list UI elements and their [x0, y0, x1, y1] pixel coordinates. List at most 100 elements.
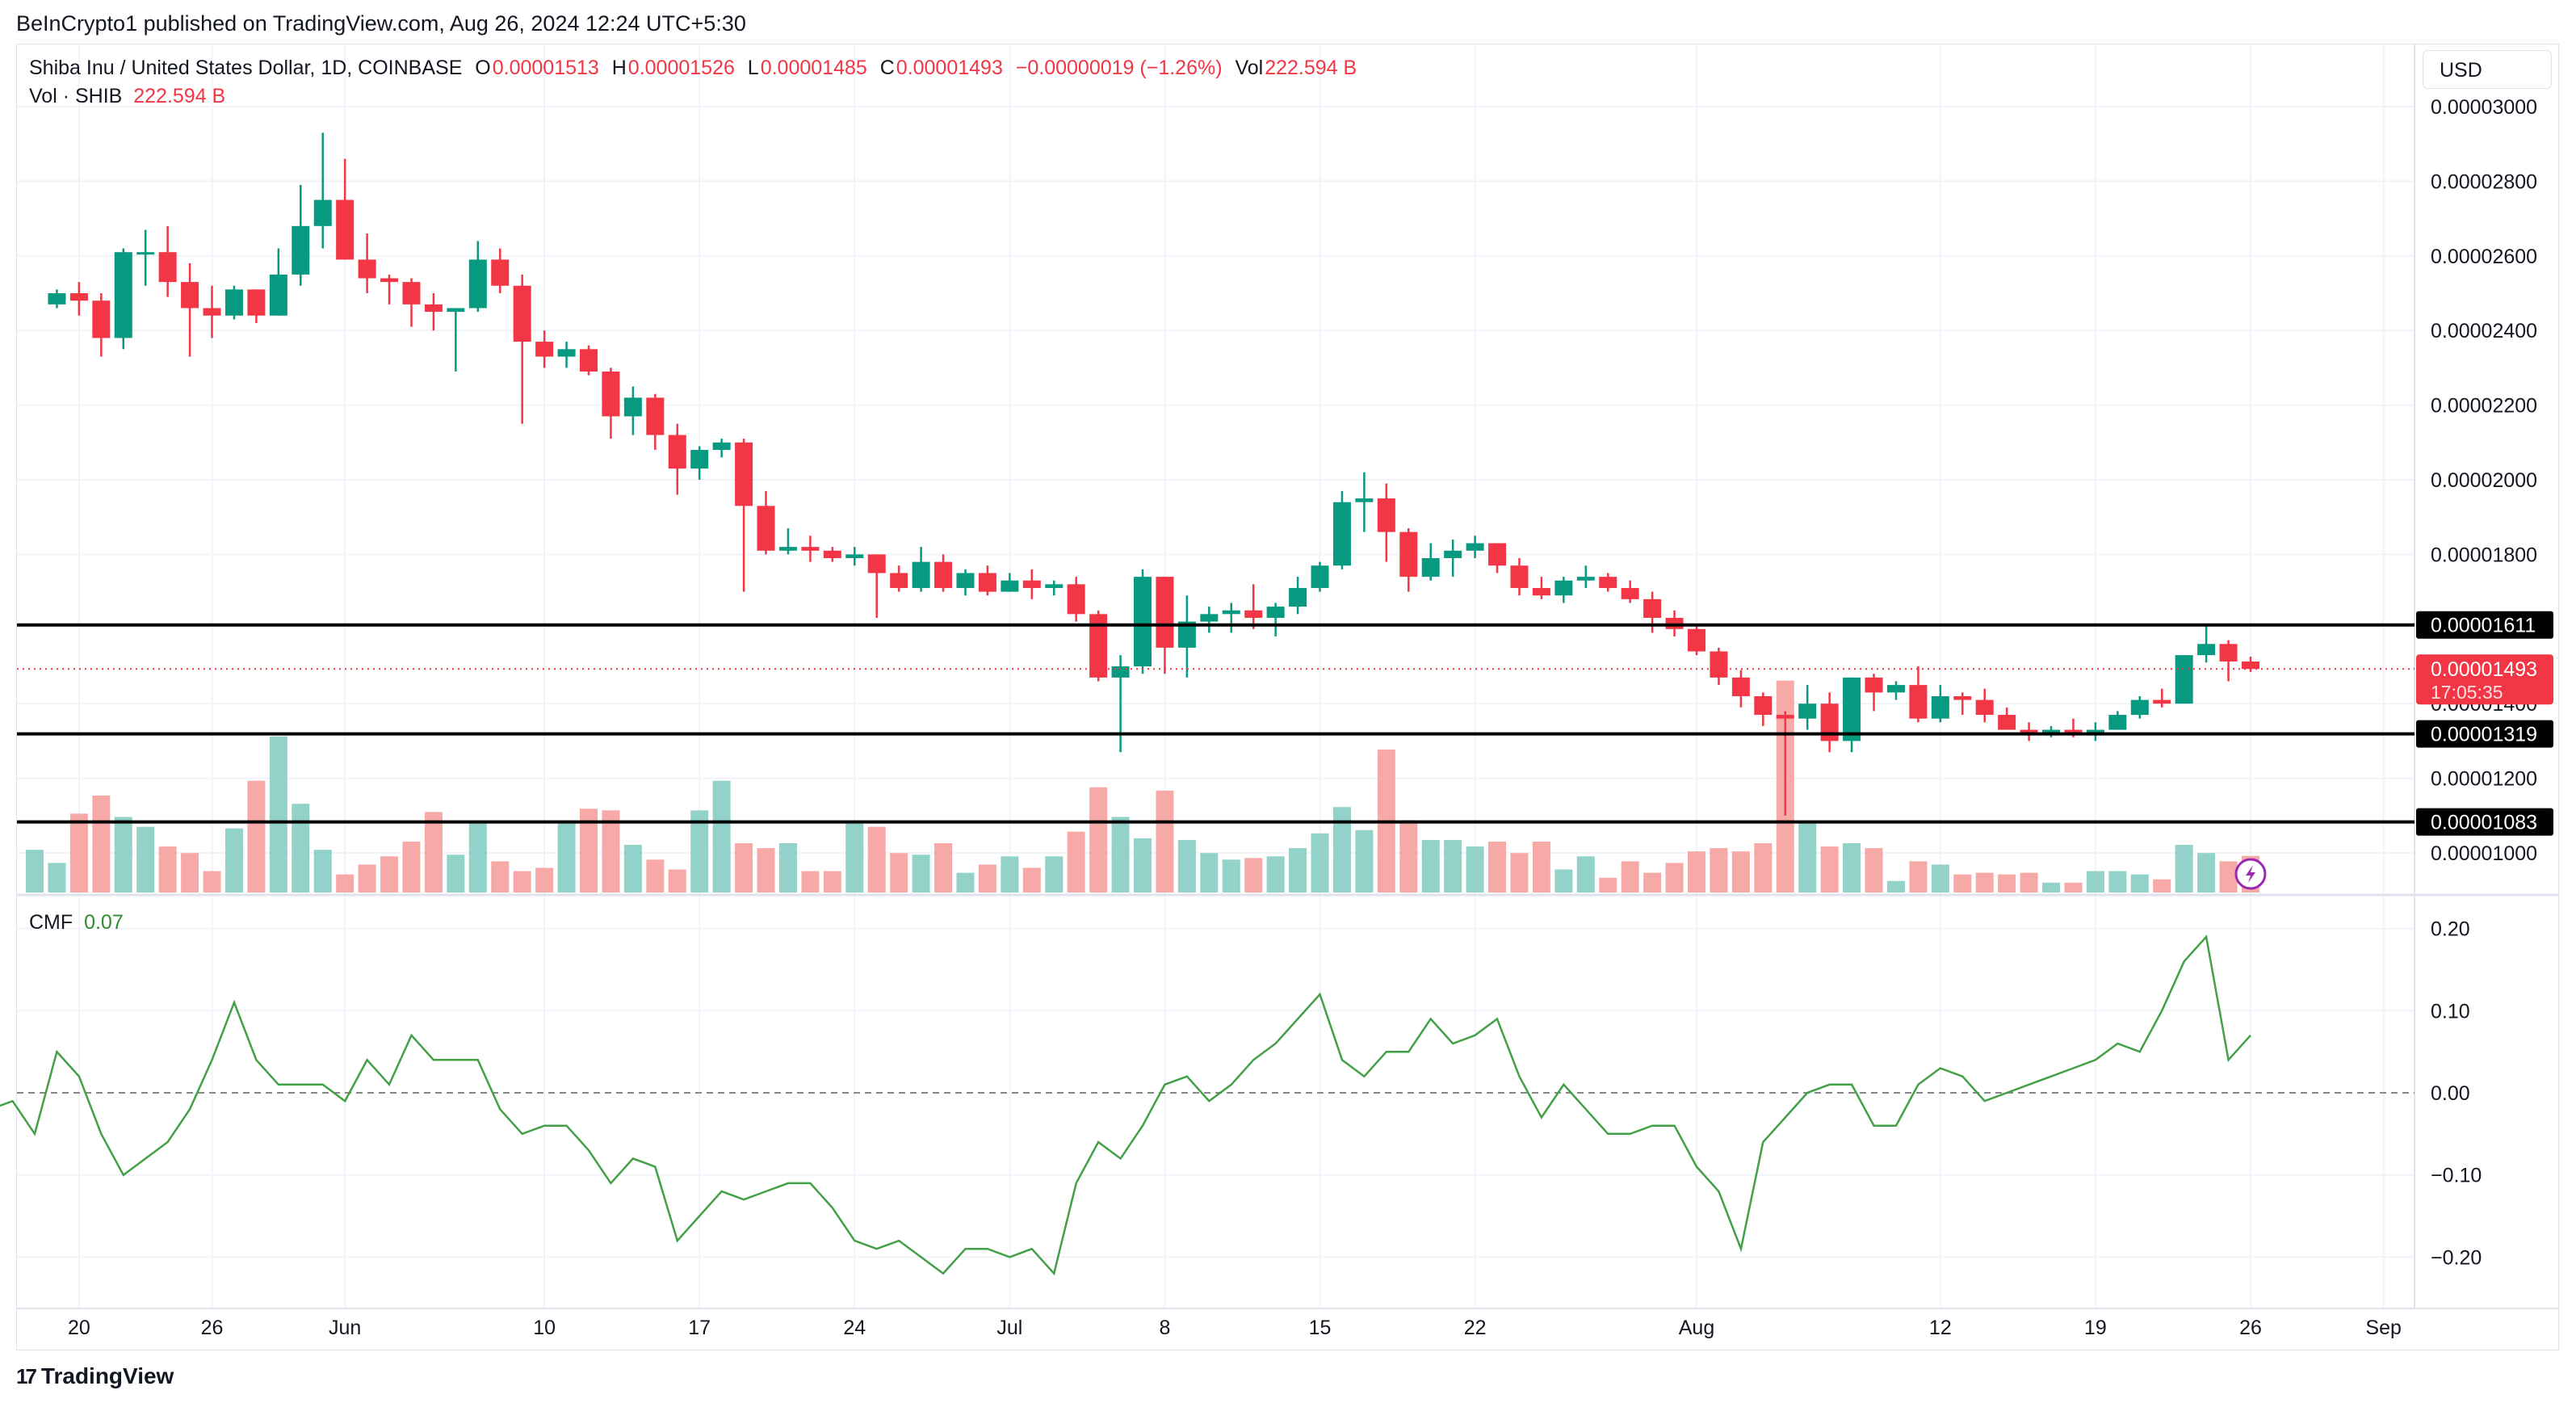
- candle-body: [468, 259, 487, 309]
- currency-selector[interactable]: USD: [2423, 50, 2552, 89]
- candle-body: [890, 573, 908, 588]
- volume-bar: [912, 855, 930, 892]
- candle-body: [1200, 614, 1219, 622]
- volume-bar: [491, 861, 510, 892]
- candle-body: [1931, 695, 1949, 719]
- candle-body: [358, 259, 376, 279]
- price-axis-label: 0.00002400: [2431, 320, 2537, 342]
- volume-bar: [1953, 874, 1972, 892]
- volume-bar: [247, 780, 266, 892]
- candle-body: [491, 259, 510, 286]
- candle-body: [269, 274, 287, 316]
- high-label: H: [611, 57, 627, 79]
- candle-body: [1444, 550, 1462, 559]
- volume-bar: [934, 842, 953, 892]
- candle-body: [1710, 651, 1728, 678]
- candle-body: [2153, 699, 2171, 704]
- level-price-tag: [2416, 611, 2553, 639]
- candle-body: [1332, 502, 1351, 566]
- volume-bar: [1909, 861, 1928, 892]
- time-axis-label: Sep: [2365, 1317, 2401, 1339]
- time-axis-label: 24: [843, 1317, 866, 1339]
- level-price-label: 0.00001083: [2431, 812, 2537, 834]
- time-axis-label: 17: [688, 1317, 711, 1339]
- tradingview-logo-icon: 17: [16, 1363, 37, 1388]
- candle-body: [712, 442, 731, 451]
- candle-body: [1576, 577, 1595, 581]
- cmf-legend-label[interactable]: CMF: [29, 911, 73, 934]
- price-axis-label: 0.00002200: [2431, 395, 2537, 418]
- candle-body: [1289, 587, 1307, 607]
- volume-bar: [956, 872, 975, 892]
- volume-bar: [158, 846, 177, 892]
- volume-bar: [447, 855, 465, 892]
- candle-body: [1731, 677, 1750, 696]
- volume-bar: [735, 842, 753, 892]
- volume-bar: [1865, 848, 1883, 892]
- published-caption: BeInCrypto1 published on TradingView.com…: [16, 11, 746, 36]
- candle-body: [2130, 699, 2149, 716]
- volume-bar: [2130, 874, 2149, 892]
- tradingview-footer[interactable]: 17 TradingView: [16, 1363, 174, 1389]
- candle-body: [1488, 543, 1507, 566]
- candle-body: [1599, 577, 1617, 588]
- candle-body: [2242, 661, 2259, 670]
- volume-bar: [48, 863, 66, 892]
- volume-bar: [1710, 848, 1728, 892]
- volume-bar: [1444, 839, 1462, 892]
- volume-bar: [1089, 787, 1108, 892]
- candle-body: [136, 252, 155, 255]
- candle-body: [1975, 699, 1994, 716]
- volume-bar: [1843, 842, 1861, 892]
- volume-bar: [2064, 882, 2083, 892]
- candle-body: [1909, 685, 1928, 719]
- price-axis-label: 0.00001000: [2431, 842, 2537, 865]
- candle-body: [735, 442, 753, 506]
- volume-bar: [1820, 846, 1839, 892]
- time-axis-label: 12: [1929, 1317, 1952, 1339]
- cmf-legend-value: 0.07: [84, 911, 124, 934]
- symbol-title[interactable]: Shiba Inu / United States Dollar, 1D, CO…: [29, 57, 463, 79]
- volume-bar: [1665, 863, 1684, 892]
- volume-bar: [580, 808, 598, 892]
- candle-body: [956, 573, 975, 588]
- time-axis-label: 20: [68, 1317, 90, 1339]
- price-axis-label: 0.00002800: [2431, 170, 2537, 193]
- candle-body: [1244, 610, 1263, 618]
- volume-bar: [380, 856, 399, 892]
- volume-bar: [1289, 848, 1307, 892]
- volume-bar: [845, 823, 864, 892]
- volume-legend-label[interactable]: Vol · SHIB: [29, 85, 123, 107]
- candle-body: [1134, 577, 1152, 666]
- candle-body: [1466, 543, 1484, 551]
- volume-bar: [1554, 869, 1573, 892]
- candle-body: [1311, 565, 1329, 588]
- volume-bar: [2197, 853, 2216, 892]
- volume-bar: [801, 871, 820, 892]
- candle-body: [69, 293, 88, 301]
- volume-legend: Vol · SHIB 222.594 B: [29, 85, 225, 108]
- volume-bar: [1200, 853, 1219, 892]
- volume-bar: [602, 810, 620, 892]
- volume-bar: [1266, 856, 1285, 892]
- candle-body: [380, 278, 399, 283]
- volume-bar: [1222, 859, 1240, 892]
- volume-bar: [2042, 882, 2061, 892]
- candle-body: [1156, 577, 1174, 648]
- volume-bar: [668, 869, 686, 892]
- volume-bar: [1001, 856, 1019, 892]
- candle-body: [535, 342, 554, 357]
- open-label: O: [475, 57, 491, 79]
- price-axis-label: 0.00003000: [2431, 96, 2537, 119]
- candle-body: [313, 200, 332, 226]
- low-label: L: [747, 57, 759, 79]
- candle-body: [1022, 580, 1041, 588]
- last-price-tag: [2416, 654, 2553, 705]
- time-axis-label: 19: [2084, 1317, 2107, 1339]
- time-axis-label: 22: [1464, 1317, 1487, 1339]
- volume-bar: [224, 828, 243, 892]
- candle-body: [823, 550, 841, 559]
- candle-body: [92, 300, 111, 338]
- volume-bar: [2020, 872, 2038, 892]
